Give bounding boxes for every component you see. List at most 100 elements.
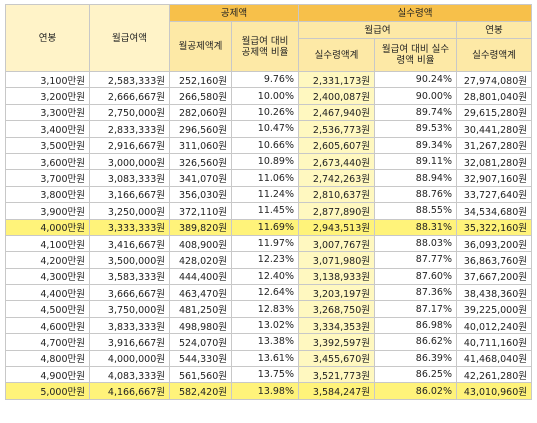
table-cell: 87.17% — [374, 300, 458, 318]
table-cell: 3,900만원 — [5, 202, 90, 220]
table-cell: 341,070원 — [169, 169, 232, 187]
table-cell: 3,455,670원 — [298, 349, 376, 368]
header-cell: 월급여 대비 공제액 비율 — [230, 21, 300, 72]
table-cell: 2,673,440원 — [298, 152, 376, 171]
table-cell: 88.94% — [374, 169, 458, 187]
table-cell: 4,300만원 — [5, 267, 90, 286]
table-cell: 3,700만원 — [5, 169, 90, 187]
header-cell: 공제액 — [168, 4, 300, 22]
table-row: 4,100만원 3,416,667원 408,900원 11.97% 3,007,767… — [5, 234, 533, 253]
table-cell: 88.76% — [374, 185, 458, 204]
table-cell: 3,600만원 — [5, 152, 90, 171]
table-cell: 3,100만원 — [5, 70, 90, 89]
table-cell: 10.89% — [230, 152, 300, 171]
table-cell: 39,225,000원 — [456, 300, 533, 318]
table-row: 4,600만원 3,833,333원 498,980원 13.02% 3,334,353… — [5, 316, 533, 335]
table-cell: 266,580원 — [169, 87, 232, 105]
table-cell: 89.53% — [374, 120, 458, 138]
table-cell: 311,060원 — [169, 136, 232, 154]
table-cell: 408,900원 — [169, 234, 232, 253]
table-cell: 2,331,173원 — [298, 70, 376, 89]
table-cell: 3,521,773원 — [298, 366, 376, 384]
table-cell: 37,667,200원 — [456, 267, 533, 286]
table-cell: 87.77% — [374, 251, 458, 269]
table-cell: 12.83% — [230, 300, 300, 318]
table-cell: 481,250원 — [169, 300, 232, 318]
table-cell: 41,468,040원 — [456, 349, 533, 368]
header-cell: 월급여 — [298, 21, 458, 39]
table-cell: 3,138,933원 — [298, 267, 376, 286]
table-cell: 13.02% — [230, 316, 300, 335]
table-cell: 4,100만원 — [5, 234, 90, 253]
header-cell: 월급여 대비 실수령액 비율 — [374, 38, 458, 72]
header-cell: 연봉 — [456, 21, 533, 39]
table-row: 3,900만원 3,250,000원 372,110원 11.45% 2,877,890… — [5, 202, 533, 220]
table-cell: 4,083,333원 — [89, 366, 170, 384]
table-cell: 252,160원 — [169, 70, 232, 89]
table-cell: 4,700만원 — [5, 333, 90, 351]
table-cell: 2,833,333원 — [89, 120, 170, 138]
table-cell: 2,583,333원 — [89, 70, 170, 89]
table-cell: 498,980원 — [169, 316, 232, 335]
table-cell: 3,833,333원 — [89, 316, 170, 335]
table-cell: 87.60% — [374, 267, 458, 286]
table-cell: 389,820원 — [169, 218, 232, 236]
table-cell: 3,583,333원 — [89, 267, 170, 286]
table-cell: 2,916,667원 — [89, 136, 170, 154]
table-cell: 2,666,667원 — [89, 87, 170, 105]
table-cell: 89.34% — [374, 136, 458, 154]
table-row: 3,100만원 2,583,333원 252,160원 9.76% 2,331,173원… — [5, 70, 533, 89]
table-row: 4,800만원 4,000,000원 544,330원 13.61% 3,455,670… — [5, 349, 533, 368]
table-cell: 582,420원 — [169, 382, 232, 400]
table-row: 3,300만원 2,750,000원 282,060원 10.26% 2,467,940… — [5, 103, 533, 122]
table-cell: 3,666,667원 — [89, 284, 170, 302]
table-cell: 3,584,247원 — [298, 382, 376, 400]
table-cell: 10.00% — [230, 87, 300, 105]
table-cell: 13.38% — [230, 333, 300, 351]
table-cell: 13.61% — [230, 349, 300, 368]
table-row: 4,400만원 3,666,667원 463,470원 12.64% 3,203,197… — [5, 284, 533, 302]
table-cell: 86.39% — [374, 349, 458, 368]
table-cell: 2,605,607원 — [298, 136, 376, 154]
table-row: 3,800만원 3,166,667원 356,030원 11.24% 2,810,637… — [5, 185, 533, 204]
table-cell: 428,020원 — [169, 251, 232, 269]
table-cell: 4,166,667원 — [89, 382, 170, 400]
table-cell: 89.74% — [374, 103, 458, 122]
table-cell: 2,877,890원 — [298, 202, 376, 220]
header-cell: 월급여액 — [89, 4, 170, 72]
table-cell: 32,081,280원 — [456, 152, 533, 171]
table-cell: 4,500만원 — [5, 300, 90, 318]
table-cell: 35,322,160원 — [456, 218, 533, 236]
table-row: 4,900만원 4,083,333원 561,560원 13.75% 3,521,773… — [5, 366, 533, 384]
table-cell: 2,943,513원 — [298, 218, 376, 236]
table-cell: 11.97% — [230, 234, 300, 253]
table-row: 3,200만원 2,666,667원 266,580원 10.00% 2,400,087… — [5, 87, 533, 105]
table-cell: 12.23% — [230, 251, 300, 269]
table-cell: 561,560원 — [169, 366, 232, 384]
table-row: 4,300만원 3,583,333원 444,400원 12.40% 3,138,933… — [5, 267, 533, 286]
header-cell: 실수령액계 — [456, 38, 533, 72]
table-cell: 12.40% — [230, 267, 300, 286]
table-cell: 3,400만원 — [5, 120, 90, 138]
table-cell: 36,863,760원 — [456, 251, 533, 269]
table-cell: 38,438,360원 — [456, 284, 533, 302]
table-cell: 326,560원 — [169, 152, 232, 171]
table-cell: 34,534,680원 — [456, 202, 533, 220]
table-cell: 4,000,000원 — [89, 349, 170, 368]
table-cell: 13.75% — [230, 366, 300, 384]
table-cell: 2,810,637원 — [298, 185, 376, 204]
table-cell: 3,300만원 — [5, 103, 90, 122]
table-cell: 40,711,160원 — [456, 333, 533, 351]
table-cell: 11.45% — [230, 202, 300, 220]
table-cell: 13.98% — [230, 382, 300, 400]
table-cell: 3,916,667원 — [89, 333, 170, 351]
table-cell: 29,615,280원 — [456, 103, 533, 122]
table-cell: 40,012,240원 — [456, 316, 533, 335]
table-cell: 86.98% — [374, 316, 458, 335]
table-cell: 2,742,263원 — [298, 169, 376, 187]
table-cell: 3,500,000원 — [89, 251, 170, 269]
table-cell: 4,900만원 — [5, 366, 90, 384]
table-cell: 11.24% — [230, 185, 300, 204]
table-cell: 4,400만원 — [5, 284, 90, 302]
table-cell: 3,416,667원 — [89, 234, 170, 253]
